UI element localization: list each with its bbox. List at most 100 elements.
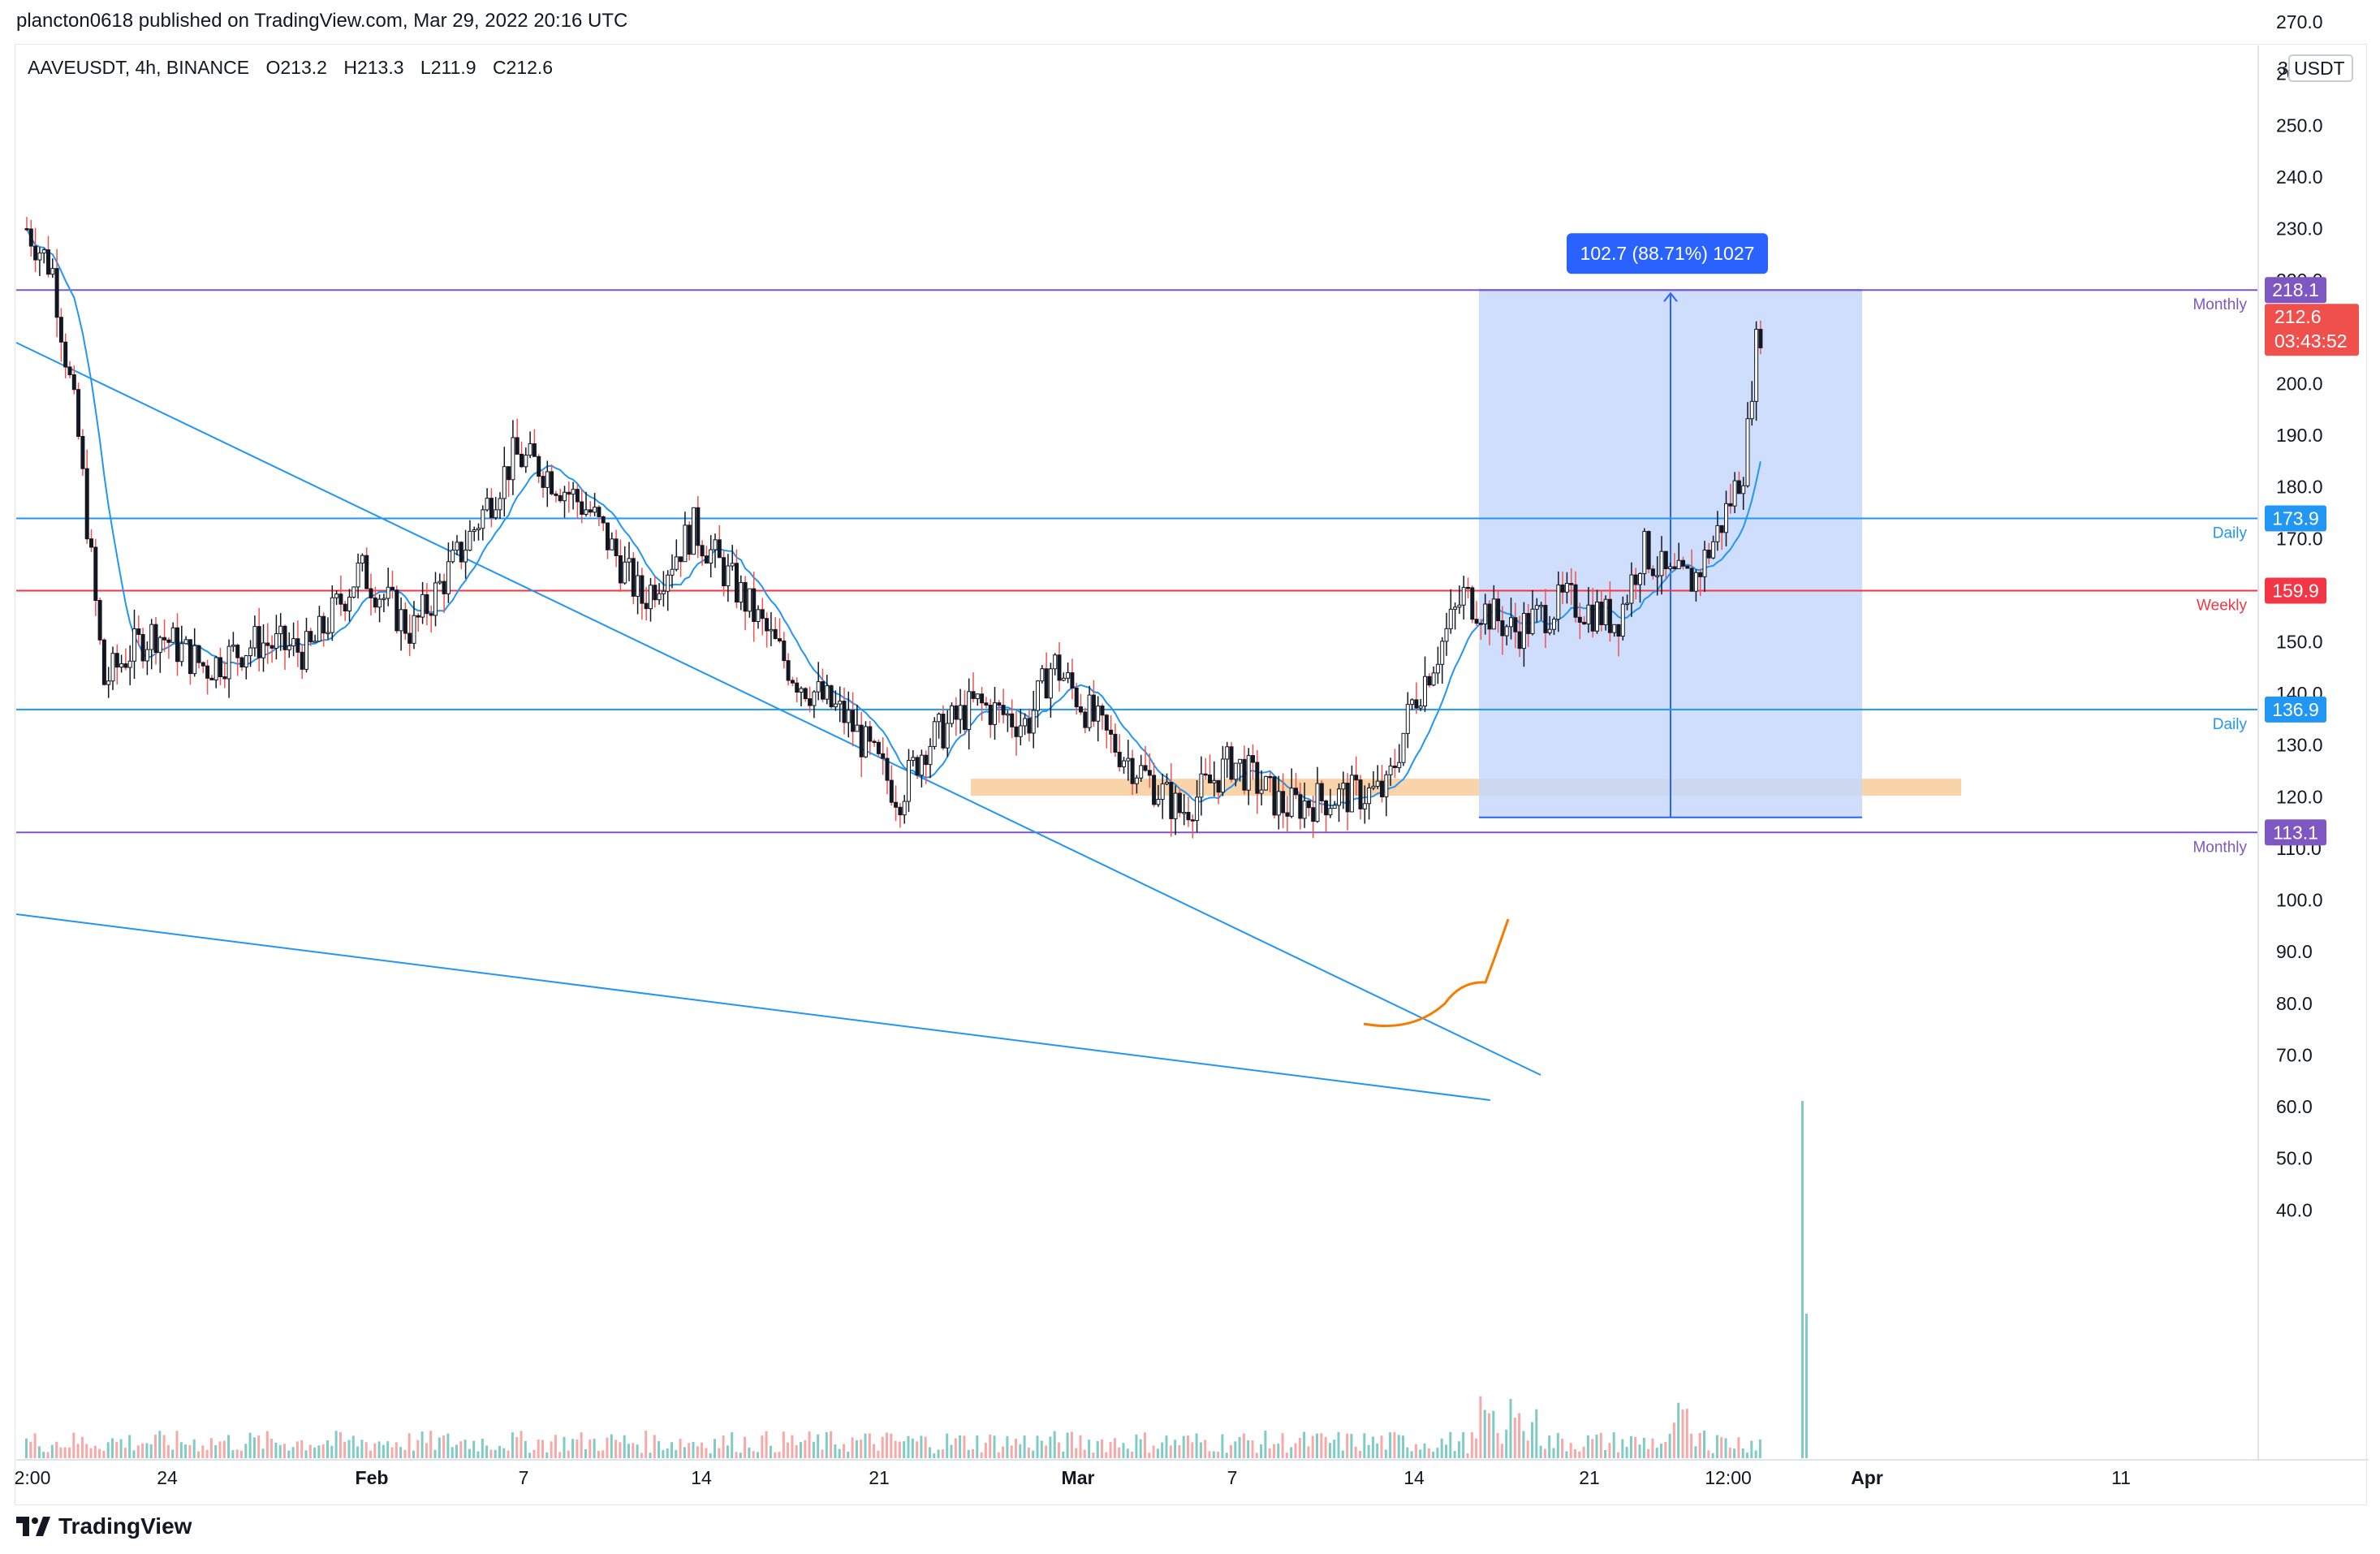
candle[interactable]: [1620, 596, 1625, 641]
candle[interactable]: [907, 749, 911, 813]
candle[interactable]: [537, 454, 541, 483]
candle[interactable]: [1457, 585, 1462, 615]
candle[interactable]: [1638, 572, 1642, 603]
candle[interactable]: [1663, 550, 1668, 579]
candle[interactable]: [980, 687, 985, 721]
candle[interactable]: [1758, 320, 1763, 355]
candle[interactable]: [1689, 549, 1694, 592]
candle[interactable]: [692, 507, 696, 555]
candle[interactable]: [747, 588, 752, 618]
candle[interactable]: [1023, 713, 1028, 736]
candle[interactable]: [1251, 744, 1255, 780]
candle[interactable]: [1590, 588, 1595, 638]
candle[interactable]: [459, 541, 463, 570]
candle[interactable]: [1603, 595, 1608, 631]
candle[interactable]: [1754, 321, 1759, 421]
candle[interactable]: [485, 488, 489, 512]
candle[interactable]: [636, 561, 640, 615]
candle[interactable]: [265, 623, 270, 664]
candle[interactable]: [567, 481, 571, 513]
candle[interactable]: [1268, 771, 1273, 792]
candle[interactable]: [132, 609, 136, 680]
candle[interactable]: [614, 529, 619, 568]
candle[interactable]: [713, 533, 718, 568]
candle[interactable]: [528, 431, 532, 459]
candle[interactable]: [476, 523, 481, 541]
candle[interactable]: [1341, 771, 1346, 809]
candle[interactable]: [1526, 603, 1531, 647]
candle[interactable]: [127, 645, 132, 685]
candle[interactable]: [1530, 589, 1535, 636]
candle[interactable]: [24, 217, 29, 231]
candle[interactable]: [894, 785, 899, 822]
candle[interactable]: [610, 532, 614, 550]
candle[interactable]: [1203, 758, 1208, 780]
candle[interactable]: [988, 698, 993, 738]
candle[interactable]: [442, 573, 446, 613]
candle[interactable]: [1349, 766, 1354, 813]
candle[interactable]: [623, 546, 627, 585]
candle[interactable]: [1388, 758, 1393, 786]
candle[interactable]: [1582, 615, 1587, 626]
candle[interactable]: [950, 702, 954, 727]
candle[interactable]: [1547, 615, 1552, 636]
candle[interactable]: [915, 754, 920, 779]
candle[interactable]: [1040, 665, 1045, 684]
candle[interactable]: [1010, 699, 1015, 738]
candle[interactable]: [183, 636, 188, 645]
candle[interactable]: [507, 466, 511, 498]
candle[interactable]: [1478, 619, 1483, 641]
candle[interactable]: [1212, 761, 1217, 796]
candle[interactable]: [351, 586, 356, 599]
level-price-tag[interactable]: [2265, 819, 2326, 846]
candle[interactable]: [885, 747, 890, 795]
candle[interactable]: [157, 635, 162, 673]
candle[interactable]: [403, 602, 407, 641]
candle[interactable]: [696, 495, 701, 559]
candle[interactable]: [687, 521, 692, 561]
candle[interactable]: [773, 617, 778, 640]
candle[interactable]: [765, 612, 770, 648]
descending-support-trendline[interactable]: [15, 913, 1491, 1101]
candle[interactable]: [571, 481, 576, 510]
candle[interactable]: [524, 447, 528, 473]
candle[interactable]: [1698, 568, 1703, 597]
candle[interactable]: [532, 429, 537, 457]
level-price-tag[interactable]: [2265, 277, 2326, 304]
candle[interactable]: [446, 542, 451, 603]
candle[interactable]: [816, 662, 821, 701]
candle[interactable]: [1259, 770, 1264, 805]
candle[interactable]: [1650, 565, 1655, 580]
candle[interactable]: [657, 583, 662, 605]
candle[interactable]: [170, 622, 175, 643]
candle[interactable]: [356, 553, 360, 599]
candle[interactable]: [54, 248, 59, 338]
candle[interactable]: [1027, 708, 1032, 742]
candle[interactable]: [829, 684, 834, 710]
candle[interactable]: [1087, 685, 1092, 732]
candle[interactable]: [1091, 680, 1096, 727]
secondary-average-line[interactable]: [1363, 918, 1510, 1028]
candle[interactable]: [451, 541, 455, 563]
candle[interactable]: [269, 635, 274, 663]
candle[interactable]: [1031, 690, 1036, 749]
candle[interactable]: [704, 546, 709, 564]
candle[interactable]: [1715, 511, 1720, 551]
candle[interactable]: [1732, 472, 1737, 513]
candle[interactable]: [1560, 571, 1565, 604]
candle[interactable]: [997, 700, 1002, 723]
candle[interactable]: [1461, 576, 1466, 620]
candle[interactable]: [799, 686, 804, 707]
candle[interactable]: [606, 522, 610, 559]
candle[interactable]: [618, 539, 623, 592]
candle[interactable]: [644, 586, 649, 621]
candle[interactable]: [1354, 756, 1359, 796]
candle[interactable]: [84, 449, 89, 544]
candle[interactable]: [1745, 402, 1750, 488]
candle[interactable]: [700, 540, 705, 566]
candle[interactable]: [395, 585, 399, 634]
candle[interactable]: [795, 677, 800, 702]
candle[interactable]: [308, 628, 313, 646]
candle[interactable]: [1431, 666, 1436, 687]
candle[interactable]: [821, 668, 825, 702]
